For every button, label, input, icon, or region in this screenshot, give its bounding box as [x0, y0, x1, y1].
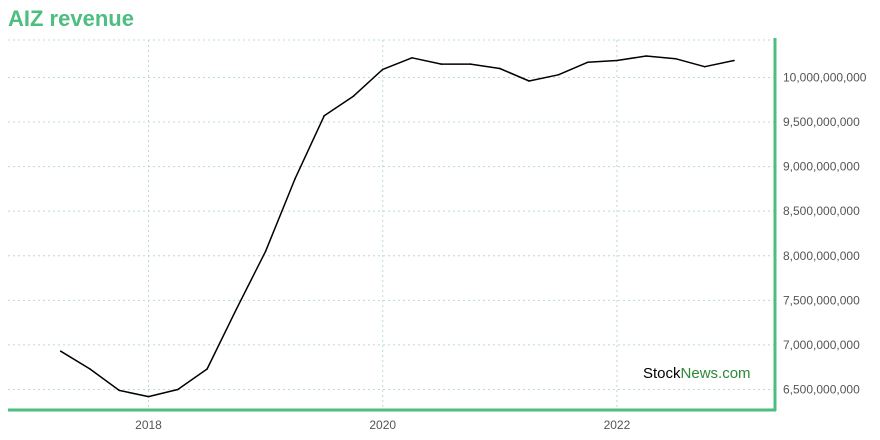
y-tick-label: 8,500,000,000: [783, 204, 860, 218]
data-point: [411, 57, 413, 59]
data-point: [147, 395, 150, 398]
watermark-part-com: .com: [718, 365, 751, 382]
data-point: [586, 61, 589, 64]
data-point: [528, 80, 530, 82]
data-point: [645, 55, 647, 57]
data-point: [499, 67, 501, 70]
data-point: [616, 59, 618, 62]
tick-label-layer: 6,500,000,000 7,000,000,000 7,500,000,000 8…: [135, 70, 867, 432]
data-point: [118, 389, 121, 392]
stocknews-watermark: StockNews.com: [643, 365, 751, 382]
series-layer: [59, 55, 735, 398]
y-tick-label: 9,500,000,000: [783, 115, 860, 129]
y-tick-label: 10,000,000,000: [783, 70, 867, 84]
data-point: [235, 308, 238, 311]
data-point: [176, 388, 179, 391]
data-point: [352, 95, 355, 97]
watermark-part-stock: Stock: [643, 365, 681, 382]
watermark-part-news: News: [680, 365, 719, 382]
y-tick-label: 9,000,000,000: [783, 160, 860, 174]
data-point: [59, 350, 62, 352]
axis-layer: [8, 38, 777, 412]
y-tick-label: 8,000,000,000: [783, 249, 860, 263]
data-point: [557, 73, 560, 76]
data-point: [89, 368, 91, 370]
data-point: [294, 178, 296, 180]
data-point: [323, 114, 325, 117]
data-point: [733, 59, 735, 62]
data-point: [264, 250, 267, 253]
x-tick-label: 2018: [135, 418, 162, 432]
y-tick-label: 7,000,000,000: [783, 338, 860, 352]
grid-layer: [8, 39, 775, 410]
revenue-series-line: [60, 55, 735, 398]
data-point: [674, 57, 677, 60]
data-point: [440, 63, 443, 65]
x-tick-label: 2022: [604, 418, 631, 432]
chart-title: AIZ revenue: [8, 6, 134, 31]
data-point: [381, 68, 384, 71]
data-point: [469, 63, 472, 65]
x-tick-label: 2020: [369, 418, 396, 432]
y-tick-label: 6,500,000,000: [783, 382, 860, 396]
data-point: [703, 65, 706, 68]
data-point: [206, 368, 208, 370]
y-tick-label: 7,500,000,000: [783, 293, 860, 307]
